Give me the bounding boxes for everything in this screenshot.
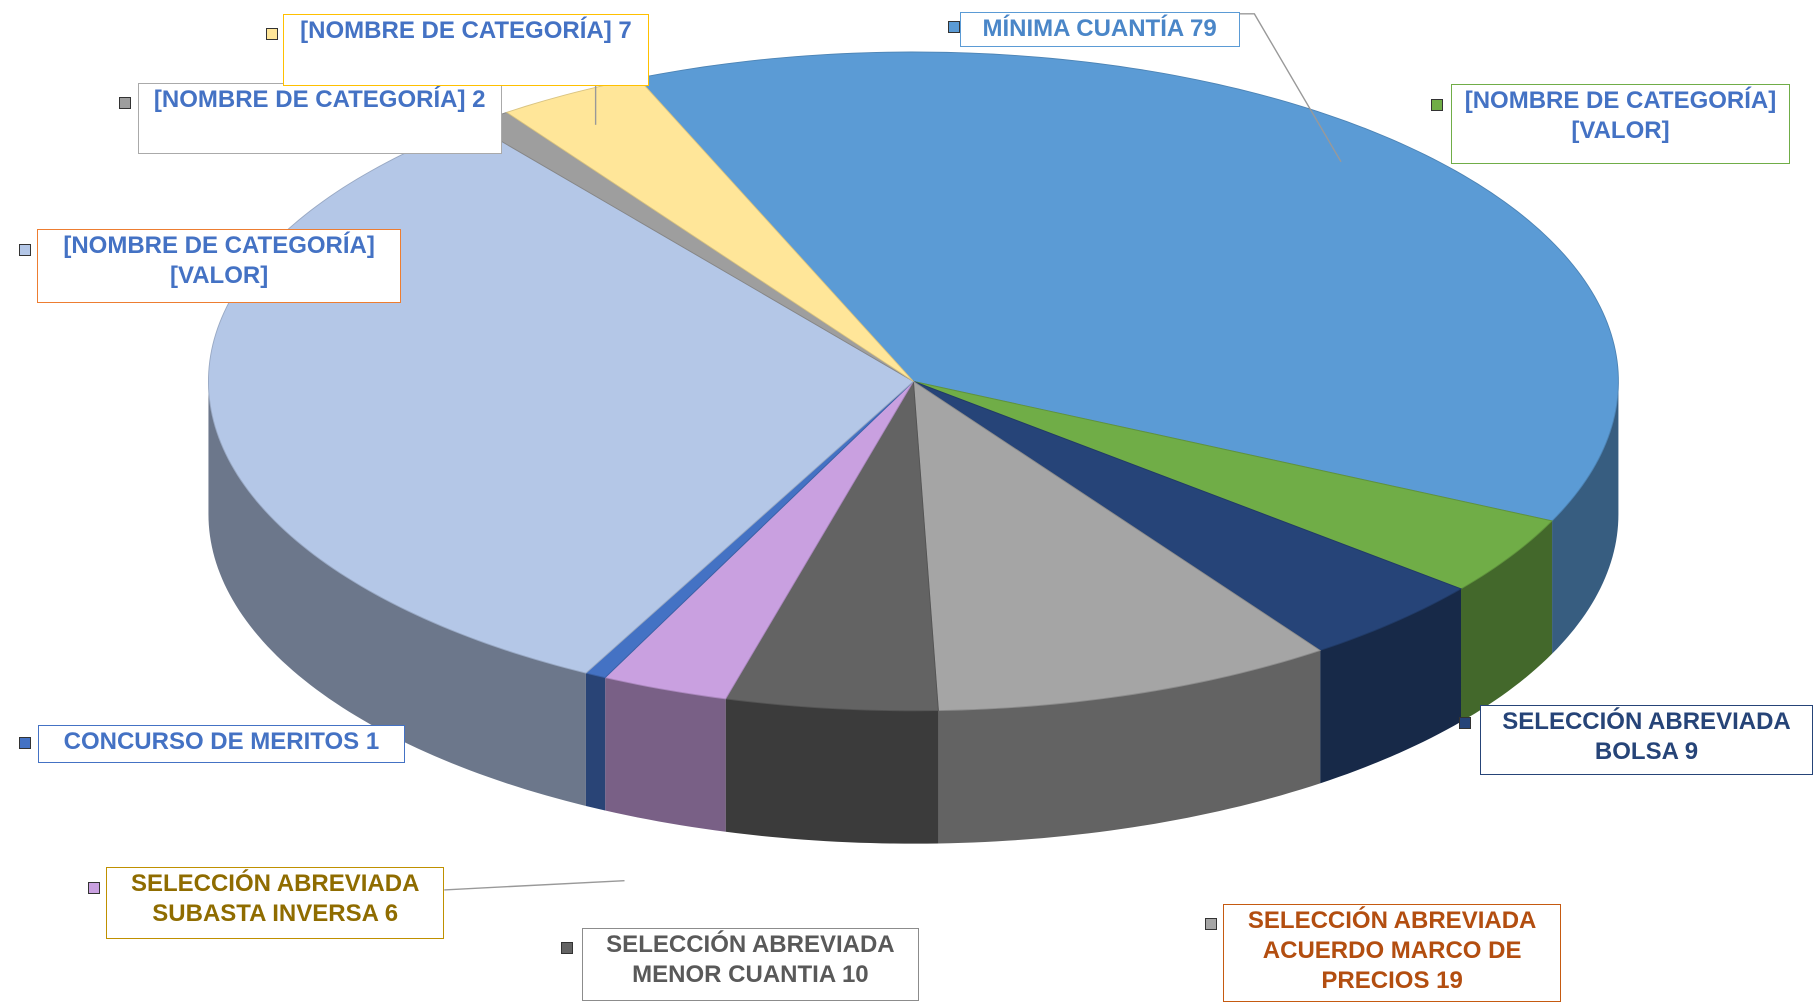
data-label: MÍNIMA CUANTÍA 79 — [959, 11, 1240, 48]
label-category: SELECCIÓN ABREVIADA ACUERDO MARCO DE PRE… — [1247, 907, 1537, 995]
label-value: 1 — [365, 727, 380, 755]
pie-side — [1552, 381, 1619, 654]
data-label: [NOMBRE DE CATEGORÍA] [VALOR] — [37, 228, 402, 303]
label-category: MÍNIMA CUANTÍA — [982, 14, 1184, 42]
pie-side — [1320, 588, 1462, 784]
label-value: [VALOR] — [170, 261, 269, 289]
data-label: CONCURSO DE MERITOS 1 — [38, 724, 405, 764]
data-label: [NOMBRE DE CATEGORÍA] 2 — [137, 83, 502, 154]
label-category: SELECCIÓN ABREVIADA BOLSA — [1502, 708, 1791, 766]
pie-slice — [637, 51, 1619, 522]
pie-side — [725, 698, 939, 844]
data-label: [NOMBRE DE CATEGORÍA] 7 — [283, 13, 649, 86]
label-key — [948, 20, 961, 33]
label-value: 7 — [618, 16, 632, 44]
label-key — [1431, 99, 1444, 112]
pie-side — [585, 673, 606, 811]
label-value: 10 — [841, 961, 869, 989]
label-category: SELECCIÓN ABREVIADA MENOR CUANTIA — [606, 931, 895, 989]
label-value: 6 — [384, 900, 399, 928]
label-key — [87, 882, 100, 895]
pie-slice — [724, 379, 939, 712]
pie-slice — [604, 381, 914, 700]
label-category: [NOMBRE DE CATEGORÍA] — [153, 86, 466, 114]
data-label: [NOMBRE DE CATEGORÍA] [VALOR] — [1451, 84, 1790, 165]
data-label: SELECCIÓN ABREVIADA ACUERDO MARCO DE PRE… — [1223, 904, 1561, 1002]
label-value: [VALOR] — [1571, 117, 1670, 145]
pie-slice — [913, 380, 1463, 651]
label-key — [119, 97, 132, 110]
pie-side — [605, 677, 726, 832]
label-category: CONCURSO DE MERITOS — [63, 727, 360, 755]
pie-side — [938, 650, 1321, 844]
pie-side — [208, 381, 586, 806]
label-category: SELECCIÓN ABREVIADA SUBASTA INVERSA — [130, 870, 420, 928]
label-value: 2 — [472, 86, 486, 114]
data-label: SELECCIÓN ABREVIADA SUBASTA INVERSA 6 — [106, 867, 444, 939]
label-value: 9 — [1684, 738, 1699, 766]
label-value: 79 — [1190, 14, 1217, 42]
label-key — [560, 942, 573, 955]
label-category: [NOMBRE DE CATEGORÍA] — [63, 231, 375, 259]
label-key — [1204, 918, 1217, 931]
label-key — [18, 736, 31, 749]
label-key — [1459, 716, 1472, 729]
leader-line — [1239, 13, 1342, 163]
leader-line — [444, 879, 625, 891]
label-category: [NOMBRE DE CATEGORÍA] — [1464, 87, 1777, 115]
pie-slice — [913, 380, 1554, 590]
label-category: [NOMBRE DE CATEGORÍA] — [300, 16, 612, 44]
label-key — [265, 27, 278, 40]
data-label: SELECCIÓN ABREVIADA MENOR CUANTIA 10 — [581, 928, 920, 1002]
label-value: 19 — [1436, 967, 1463, 995]
label-key — [18, 243, 31, 256]
pie-side — [1461, 520, 1553, 722]
pie-slice — [912, 380, 1322, 712]
data-label: SELECCIÓN ABREVIADA BOLSA 9 — [1480, 705, 1813, 775]
